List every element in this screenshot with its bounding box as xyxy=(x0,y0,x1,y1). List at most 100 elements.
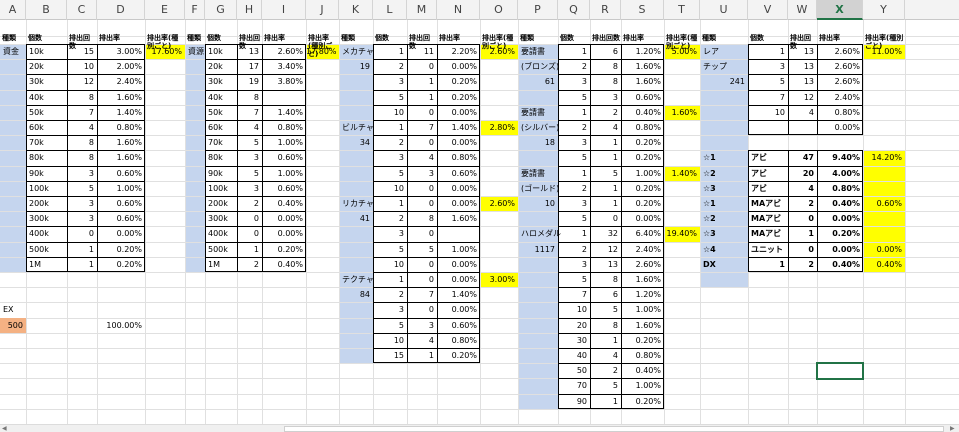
count-value: 1 xyxy=(428,77,434,87)
count-value: 0 xyxy=(428,259,434,269)
block5b-border-h xyxy=(748,180,863,182)
unit-value: 50 xyxy=(576,366,587,376)
count-value: 2 xyxy=(808,199,814,208)
rate-value: 0.00% xyxy=(832,214,860,224)
column-header-i[interactable]: I xyxy=(262,0,306,20)
column-header-y[interactable]: Y xyxy=(863,0,905,20)
tier-label: 500k xyxy=(208,244,228,254)
column-header-o[interactable]: O xyxy=(480,0,518,20)
block4-border-h xyxy=(558,302,664,304)
column-header-q[interactable]: Q xyxy=(558,0,590,20)
column-header-d[interactable]: D xyxy=(97,0,145,20)
column-header-e[interactable]: E xyxy=(145,0,185,20)
group-total: 10 xyxy=(544,199,555,208)
spreadsheet-grid[interactable]: 種類 個数 排出回数 排出率 排出率(種別ごと) 種類 個数 排出回数 排出率 排出率(種別ごと)… xyxy=(0,20,959,424)
tier-label: 70k xyxy=(208,138,223,148)
column-header-r[interactable]: R xyxy=(590,0,621,20)
column-header-t[interactable]: T xyxy=(664,0,700,20)
column-header-f[interactable]: F xyxy=(185,0,205,20)
rate-value: 0.60% xyxy=(116,168,142,178)
rate-value: 0.00% xyxy=(451,305,477,315)
group-rate: 2.60% xyxy=(489,199,515,208)
column-header-h[interactable]: H xyxy=(237,0,262,20)
horizontal-scrollbar[interactable]: ◀ ▶ xyxy=(0,424,959,432)
category-column-k xyxy=(339,44,373,364)
block1-border-v xyxy=(67,44,68,272)
block2-border-h xyxy=(205,74,306,76)
column-header-u[interactable]: U xyxy=(700,0,748,20)
count-value: 12 xyxy=(607,244,618,254)
count-value: 8 xyxy=(253,92,259,102)
column-header-c[interactable]: C xyxy=(67,0,97,20)
block2-border-v xyxy=(262,44,263,272)
unit-value: 10 xyxy=(576,305,587,315)
scrollbar-thumb[interactable] xyxy=(284,426,944,432)
rate-value: 0.20% xyxy=(635,335,661,345)
star-rank: DX xyxy=(703,259,716,269)
group-total: 84 xyxy=(359,290,370,300)
block1-border-h xyxy=(26,271,145,272)
column-header-g[interactable]: G xyxy=(205,0,237,20)
group-name: メカチャ xyxy=(342,47,374,56)
category-label: 資金 xyxy=(3,47,19,56)
rate-value: 0.20% xyxy=(635,183,661,193)
count-value: 4 xyxy=(612,351,618,360)
block4-border-h xyxy=(558,180,664,182)
unit-value: 1 xyxy=(581,168,587,178)
unit-value: 5 xyxy=(779,77,785,87)
column-header-m[interactable]: M xyxy=(407,0,437,20)
column-header-k[interactable]: K xyxy=(339,0,373,20)
column-header-n[interactable]: N xyxy=(437,0,480,20)
header-type: 種類 xyxy=(520,34,534,42)
column-header-w[interactable]: W xyxy=(788,0,817,20)
block5b-border-h xyxy=(748,226,863,228)
rate-value: 0.20% xyxy=(832,229,860,239)
rate-value: 4.00% xyxy=(832,168,860,178)
count-value: 13 xyxy=(248,47,259,56)
column-header-j[interactable]: J xyxy=(306,0,339,20)
rate-value: 0.20% xyxy=(116,244,142,254)
scroll-left-icon[interactable]: ◀ xyxy=(2,425,7,432)
rate-value: 2.60% xyxy=(834,62,860,72)
block2-border-h xyxy=(205,44,306,45)
ex-value: 500 xyxy=(7,320,23,330)
selected-cell[interactable] xyxy=(816,362,864,381)
count-value: 0 xyxy=(88,229,94,239)
block3-border-h xyxy=(373,104,480,106)
header-count: 個数 xyxy=(207,34,221,42)
block4-border-h xyxy=(558,348,664,349)
column-header-b[interactable]: B xyxy=(26,0,67,20)
block3-border-h xyxy=(373,44,480,45)
count-value: 13 xyxy=(803,62,814,72)
column-header-p[interactable]: P xyxy=(518,0,558,20)
unit-value: 5 xyxy=(398,92,404,102)
count-value: 17 xyxy=(248,62,259,72)
count-value: 3 xyxy=(428,320,434,330)
count-value: 13 xyxy=(607,259,618,269)
block1-border-h xyxy=(26,89,145,91)
unit-value: 3 xyxy=(398,229,404,239)
column-header-l[interactable]: L xyxy=(373,0,407,20)
rate-value: 0.00% xyxy=(451,62,477,72)
block4-border-h xyxy=(558,196,664,197)
count-value: 5 xyxy=(88,183,94,193)
column-header-s[interactable]: S xyxy=(621,0,664,20)
highlight-y-abi xyxy=(863,150,905,196)
rate-value: 1.60% xyxy=(116,92,142,102)
tier-label: 50k xyxy=(208,107,223,117)
header-rate2: 排出率(種別ごと) xyxy=(308,34,333,58)
column-header-v[interactable]: V xyxy=(748,0,788,20)
block2-border-h xyxy=(205,104,306,106)
count-value: 0 xyxy=(428,275,434,284)
unit-value: 1 xyxy=(398,199,404,208)
scroll-right-icon[interactable]: ▶ xyxy=(950,425,955,432)
rate-value: 2.60% xyxy=(277,47,303,56)
tier-label: 400k xyxy=(29,229,49,239)
unit-value: 1 xyxy=(398,47,404,56)
column-header-a[interactable]: A xyxy=(0,0,26,20)
column-header-x[interactable]: X xyxy=(817,0,863,20)
unit-value: 5 xyxy=(581,153,587,163)
category-label: 資源 xyxy=(188,47,204,56)
star-rank: ☆1 xyxy=(703,153,716,163)
count-value: 0 xyxy=(428,199,434,208)
